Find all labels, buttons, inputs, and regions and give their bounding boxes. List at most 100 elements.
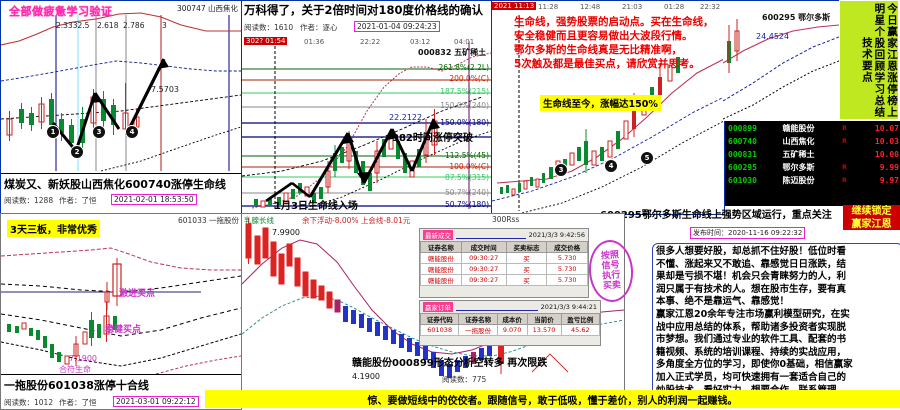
time-tick-1: 22:22 <box>360 38 381 46</box>
table-row[interactable]: 赣能股份 09:30:27 买 5.730 <box>420 263 588 275</box>
quote-flag <box>840 148 854 161</box>
annotation-price-top-mid: 22.2122 <box>389 113 423 122</box>
quote-code: 000899 <box>728 124 757 133</box>
cell-price: 5.730 <box>546 252 588 264</box>
price-tick-3: 3 <box>162 21 167 30</box>
quote-pct: 10.03 <box>874 137 899 146</box>
advice-line-10: 加入正式学员，均可快速拥有一套适合自己的 <box>656 371 847 383</box>
yellow-note-top-right: 生命线至今，涨幅达150% <box>540 95 661 111</box>
advice-line-5: 赢家江恩20余年专注市场赢利模型研究，在实 <box>656 308 850 320</box>
quote-name: 陈迈股份 <box>782 176 815 185</box>
positions-table: 证券代码 证券名称 成本价 当前价 盈亏比例 601038 一拖股份 9.070… <box>420 313 600 336</box>
cell-time: 09:30:27 <box>460 252 507 264</box>
quote-flag: R <box>842 164 847 171</box>
table-row[interactable]: 赣能股份 09:30:27 买 5.730 <box>420 252 588 264</box>
col-cost-price: 成本价 <box>496 313 528 325</box>
caption-top-right: 600295鄂尔多斯生命线上强势区域运行，重点关注 <box>600 210 832 221</box>
symbol-label-top-mid: 000832 五矿稀土 <box>418 48 487 57</box>
fib-label-8: 50.7%(240) <box>445 188 489 197</box>
price-tick-0: 2.3332.5 <box>56 21 90 30</box>
table-row[interactable]: 600295 鄂尔多斯 R 9.99 <box>726 161 900 174</box>
advice-line-9: 多角度全方位的学习，即使你0基础，相信赢家 <box>656 359 853 371</box>
advice-line-2: 果却是亏损不堪！机会只会青睐努力的人，利 <box>656 271 847 283</box>
annotation-stable-buy: 稳健买点 <box>105 325 142 335</box>
header-right-mid-bottom: 300Rss <box>492 215 520 224</box>
annotation-entry-mid-left: 合符生命 <box>59 365 91 374</box>
table-row[interactable]: 600740 山西焦化 R 10.03 <box>726 135 900 148</box>
advice-line-4: 本事、绝不是靠运气、靠感觉！ <box>656 296 790 308</box>
quote-name: 赣能股份 <box>782 124 815 133</box>
dialog-tab-label[interactable]: 最新成交 <box>423 230 453 240</box>
meta-date-mid-left: 2021-03-01 09:22:12 <box>113 396 199 407</box>
bottom-strip-text: 惊、要做短线中的佼佼者。跟随信号，敢于低吸，懂于差价，别人的利润一起赚钱。 <box>367 395 738 407</box>
low-price-mid-bottom: 4.1900 <box>352 372 380 381</box>
col-security-name: 证券名称 <box>420 241 462 253</box>
fib-label-0: 261.8%(2.2L) <box>438 63 489 72</box>
meta-reads-mid-bottom: 阅读数：775 <box>442 375 487 384</box>
dialog-header-row-2: 赢家订单 2021/3/3 9:44:21 <box>420 301 600 313</box>
fib-label-9: 50.7%(180) <box>445 200 489 209</box>
fib-label-4: 150.0%(180) <box>440 118 489 127</box>
cell-price: 5.730 <box>546 263 588 275</box>
panel-top-right: 3 4 5 2021 11:13 11:28 12:48 21:03 01:28… <box>491 0 725 215</box>
quote-flag: R <box>842 125 847 132</box>
symbol-label-top-left: 300747 山西焦化 <box>176 4 238 13</box>
annotation-price-top-right: 24.4524 <box>756 32 790 41</box>
quote-pct: 10.00 <box>874 150 899 159</box>
price-tick-1: 2.618 <box>97 21 119 30</box>
price-tick-2: 2.786 <box>123 21 145 30</box>
quote-table: 000899 赣能股份 R 10.07 600740 山西焦化 R 10.03 … <box>725 121 900 206</box>
dialog-timestamp: 2021/3/3 9:42:56 <box>528 231 585 239</box>
chart-marker: 4 <box>125 125 139 139</box>
table-row[interactable]: 赣能股份 09:30:27 买 5.730 <box>420 274 588 286</box>
quote-code: 000831 <box>728 150 757 159</box>
chart-marker: 3 <box>92 125 106 139</box>
dialog-tab-label-2[interactable]: 赢家订单 <box>423 302 453 312</box>
quote-flag: R <box>842 138 847 145</box>
time-tick-0: 01:36 <box>304 38 325 46</box>
meta-reads-mid-left: 阅读数：1012 <box>4 398 54 407</box>
red-note-line-0: 生命线，强势股票的启动点。买在生命线， <box>514 16 714 28</box>
table-header-row: 证券名称 成交时间 买卖标志 成交价格 <box>420 241 588 253</box>
table-row[interactable]: 601030 陈迈股份 R 9.97 <box>726 174 900 187</box>
chart-top-right-extension <box>723 0 839 121</box>
cell-pnl: 45.62 <box>560 324 600 336</box>
price-annotation-top-left: 7.5703 <box>151 85 179 94</box>
meta-author-mid-left: 作者：了恒 <box>59 398 97 407</box>
symbol-label-top-right: 600295 鄂尔多斯 <box>762 13 831 22</box>
advice-line-1: 不懂、涨起来又不敢追、靠感觉日日涨跌，结 <box>656 258 847 270</box>
trade-dialog-latest-fills[interactable]: 最新成交 2021/3/3 9:42:56 证券名称 成交时间 买卖标志 成交价… <box>419 228 589 298</box>
cell-time: 09:30:27 <box>460 263 507 275</box>
chart-marker: 4 <box>604 159 618 173</box>
green-vertical-banner: 今日赢家江恩涨停榜上明星个股回顾学习总结技术要点 <box>840 1 898 119</box>
dialog-timestamp-2: 2021/3/3 9:44:21 <box>540 303 597 311</box>
fib-label-7: 87.5%(315) <box>445 173 489 182</box>
trade-dialog-positions[interactable]: 赢家订单 2021/3/3 9:44:21 证券代码 证券名称 成本价 当前价 … <box>419 300 601 346</box>
advice-line-6: 战中应用总结的体系，帮助诸多投资者实现脱 <box>656 321 847 333</box>
header-left-mid-bottom: 乳腺长线 <box>244 216 274 225</box>
dialog-header-row: 最新成交 2021/3/3 9:42:56 <box>420 229 588 241</box>
cell-side: 买 <box>505 263 548 275</box>
meta-author-top-mid: 作者：逐心 <box>300 23 338 32</box>
chart-marker: 1 <box>46 125 60 139</box>
cell-side: 买 <box>505 252 548 264</box>
table-row[interactable]: 601038 一拖股份 9.070 13.570 45.62 <box>420 324 600 336</box>
time-badge-top-right: 2021 11:13 <box>492 2 537 10</box>
col-deal-price: 成交价格 <box>546 241 588 253</box>
advice-box: 很多人想要好股，却总抓不住好股！低位时看 不懂、涨起来又不敢追、靠感觉日日涨跌，… <box>652 243 900 401</box>
cell-name: 一拖股份 <box>458 324 498 336</box>
fib-label-6: 100.0%(C) <box>449 162 489 171</box>
yellow-note-text: 生命线至今，涨幅达150% <box>540 95 661 111</box>
meta-reads-top-mid: 阅读数：1610 <box>244 23 294 32</box>
quote-code: 600295 <box>728 163 757 172</box>
bottom-yellow-strip: 惊、要做短线中的佼佼者。跟随信号，敢于低吸，懂于差价，别人的利润一起赚钱。 <box>205 390 900 408</box>
time-tick-r4: 22:32 <box>700 3 721 11</box>
time-tick-r3: 01:28 <box>664 3 685 11</box>
table-row[interactable]: 000899 赣能股份 R 10.07 <box>726 122 900 135</box>
table-header-row: 证券代码 证券名称 成本价 当前价 盈亏比例 <box>420 313 600 325</box>
table-row[interactable]: 000831 五矿稀土 10.00 <box>726 148 900 161</box>
col-side: 买卖标志 <box>505 241 548 253</box>
panel-top-mid: 万科得了，关于2倍时间对180度价格线的确认 阅读数：1610 作者：逐心 20… <box>241 0 492 215</box>
stamp-line-3: 买卖 <box>602 280 622 292</box>
